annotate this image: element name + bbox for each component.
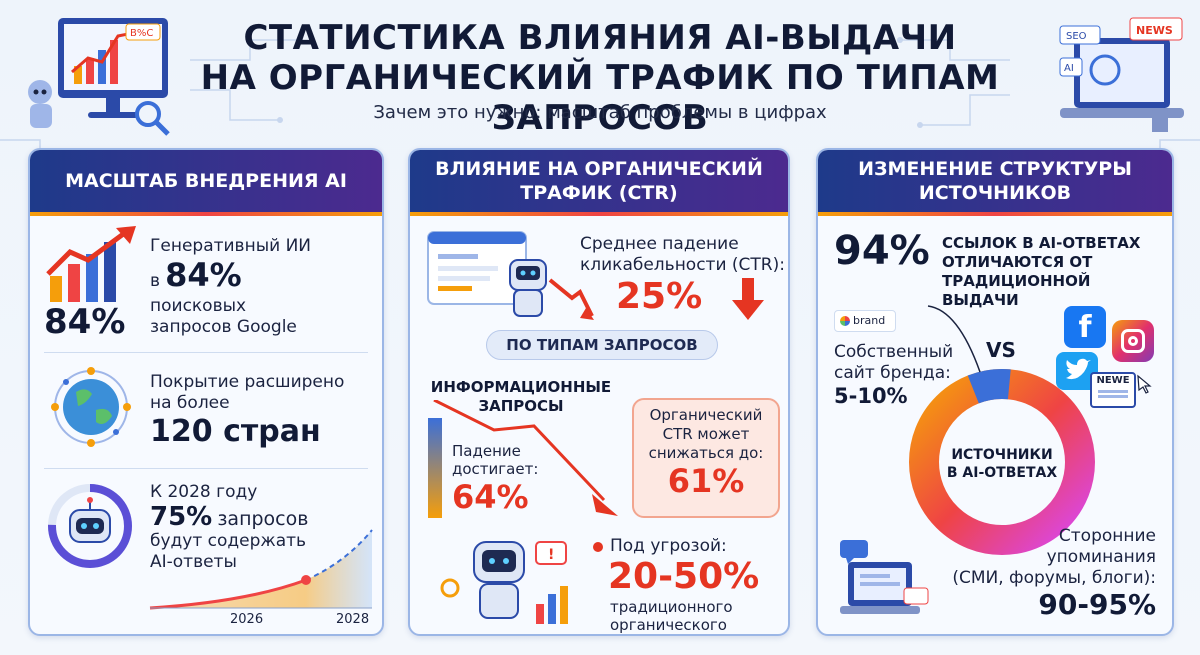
stat3-value: 75%	[150, 502, 213, 532]
top-line3: ТРАДИЦИОННОЙ ВЫДАЧИ	[942, 272, 1091, 309]
growth-area-curve	[149, 529, 373, 610]
organic-ctr-bubble: Органический CTR может снижаться до: 61%	[632, 398, 780, 518]
globe-network-icon	[51, 367, 131, 447]
news-chip-label: NEWE	[1096, 375, 1130, 386]
donut-line2: В AI-ОТВЕТАХ	[946, 465, 1058, 481]
sign-left: B%C	[130, 28, 153, 39]
bubble-line1: Органический	[649, 406, 763, 424]
third-line3: (СМИ, форумы, блоги):	[952, 568, 1156, 588]
robot-progress-ring-icon	[48, 484, 132, 568]
stat1-value-row: в 84%	[150, 256, 242, 294]
drop-value: 64%	[452, 478, 529, 516]
panel-ai-scale-heading: МАСШТАБ ВНЕДРЕНИЯ AI	[30, 150, 382, 216]
page-subtitle: Зачем это нужно: масштаб проблемы в цифр…	[373, 102, 827, 123]
title-line-1: СТАТИСТИКА ВЛИЯНИЯ AI-ВЫДАЧИ	[243, 18, 957, 58]
title-line-2: НА ОРГАНИЧЕСКИЙ ТРАФИК ПО ТИПАМ ЗАПРОСОВ	[200, 58, 1000, 138]
query-types-pill: ПО ТИПАМ ЗАПРОСОВ	[486, 330, 718, 360]
svg-text:!: !	[548, 547, 554, 563]
threat-dot-icon	[593, 542, 603, 552]
stat3-line4: AI-ответы	[150, 552, 237, 572]
panel-ctr-impact: ВЛИЯНИЕ НА ОРГАНИЧЕСКИЙ ТРАФИК (CTR) Сре…	[408, 148, 790, 636]
down-arrow-icon	[732, 278, 764, 320]
growth-bar-chart-icon	[46, 226, 136, 302]
own-value: 5-10%	[834, 384, 908, 408]
info-queries-title: ИНФОРМАЦИОННЫЕ ЗАПРОСЫ	[426, 378, 616, 416]
decline-chart-icon	[428, 400, 618, 518]
donut-slice-own-site	[967, 369, 1011, 404]
stat2-line1: Покрытие расширено	[150, 372, 345, 392]
stat3-line3: будут содержать	[150, 531, 307, 551]
threat-line2: органического трафика	[610, 616, 727, 634]
laptop-news-illustration-icon: NEWS SEO AI	[1059, 17, 1184, 132]
threat-value: 20-50%	[608, 556, 760, 597]
panel-sources-structure: ИЗМЕНЕНИЕ СТРУКТУРЫ ИСТОЧНИКОВ 94% ССЫЛО…	[816, 148, 1174, 636]
stat1-prefix: в	[150, 271, 161, 291]
bubble-line2: CTR может	[662, 425, 750, 443]
panel-ctr-impact-heading: ВЛИЯНИЕ НА ОРГАНИЧЕСКИЙ ТРАФИК (CTR)	[410, 150, 788, 216]
axis-year-2028: 2028	[336, 612, 370, 627]
instagram-icon	[1112, 320, 1154, 362]
robot-analytics-icon: !	[440, 541, 568, 624]
top-line2: ОТЛИЧАЮТСЯ ОТ	[942, 253, 1093, 271]
page-title: СТАТИСТИКА ВЛИЯНИЯ AI-ВЫДАЧИ НА ОРГАНИЧЕ…	[200, 18, 1000, 138]
stat2-line2: на более	[150, 393, 230, 413]
threat-label: Под угрозой:	[610, 536, 727, 556]
drop-line1: Падение	[452, 442, 521, 460]
top-text: ССЫЛОК В AI-ОТВЕТАХ ОТЛИЧАЮТСЯ ОТ ТРАДИЦ…	[942, 234, 1172, 310]
laptop-chat-icon	[840, 540, 929, 614]
stat1-line1: Генеративный ИИ	[150, 236, 312, 256]
sources-donut-chart	[909, 369, 1095, 555]
panel-sources-heading: ИЗМЕНЕНИЕ СТРУКТУРЫ ИСТОЧНИКОВ	[818, 150, 1172, 216]
stat1-big-value: 84%	[44, 302, 126, 342]
stat2-value: 120 стран	[150, 414, 321, 449]
ctr-label-line1: Среднее падение	[580, 234, 739, 254]
cursor-icon	[1137, 374, 1152, 394]
donut-center-label: ИСТОЧНИКИ В AI-ОТВЕТАХ	[942, 446, 1062, 482]
header: B%C NEWS SEO AI СТАТИСТИКА ВЛИЯНИЯ AI-ВЫ…	[0, 0, 1200, 140]
stat3-value-suffix: запросов	[217, 508, 309, 530]
axis-year-2026: 2026	[230, 612, 264, 627]
brand-chip: brand	[834, 310, 896, 332]
brand-logo-icon	[840, 316, 850, 326]
sign-seo: SEO	[1066, 31, 1087, 42]
donut-line1: ИСТОЧНИКИ	[951, 447, 1053, 463]
stat1-line4: запросов Google	[150, 317, 297, 337]
stat3-value-row: 75% запросов	[150, 502, 308, 532]
divider	[44, 468, 368, 469]
stat3-line1: К 2028 году	[150, 482, 258, 502]
monitor-chart-illustration-icon: B%C	[28, 18, 170, 136]
top-value: 94%	[834, 228, 930, 274]
bubble-line3: снижаться до:	[648, 444, 764, 462]
vs-label: VS	[986, 338, 1016, 362]
sign-ai: AI	[1064, 63, 1074, 74]
callout-line	[927, 305, 981, 373]
top-line1: ССЫЛОК В AI-ОТВЕТАХ	[942, 234, 1141, 252]
browser-robot-icon	[427, 231, 594, 320]
bubble-value: 61%	[667, 462, 745, 500]
own-line1: Собственный	[834, 342, 954, 362]
own-line2: сайт бренда:	[834, 363, 951, 383]
ctr-label-line2: кликабельности (CTR):	[580, 255, 785, 275]
stat1-value: 84%	[165, 256, 242, 294]
stat1-line3: поисковых	[150, 296, 247, 316]
sign-news: NEWS	[1136, 24, 1173, 37]
third-value: 90-95%	[1038, 588, 1156, 621]
divider	[44, 352, 368, 353]
third-line1: Сторонние	[1058, 526, 1156, 546]
facebook-icon: f	[1064, 306, 1106, 348]
ctr-value: 25%	[616, 276, 703, 317]
info-title-line2: ЗАПРОСЫ	[478, 397, 564, 415]
brand-chip-label: brand	[853, 314, 886, 327]
drop-line2: достигает:	[452, 460, 539, 478]
info-title-line1: ИНФОРМАЦИОННЫЕ	[430, 378, 612, 396]
threat-line1: традиционного	[610, 598, 733, 616]
news-icon: NEWE	[1090, 372, 1136, 408]
third-line2: упоминания	[1046, 547, 1156, 567]
panel-ai-scale: МАСШТАБ ВНЕДРЕНИЯ AI 84% Генеративный ИИ…	[28, 148, 384, 636]
